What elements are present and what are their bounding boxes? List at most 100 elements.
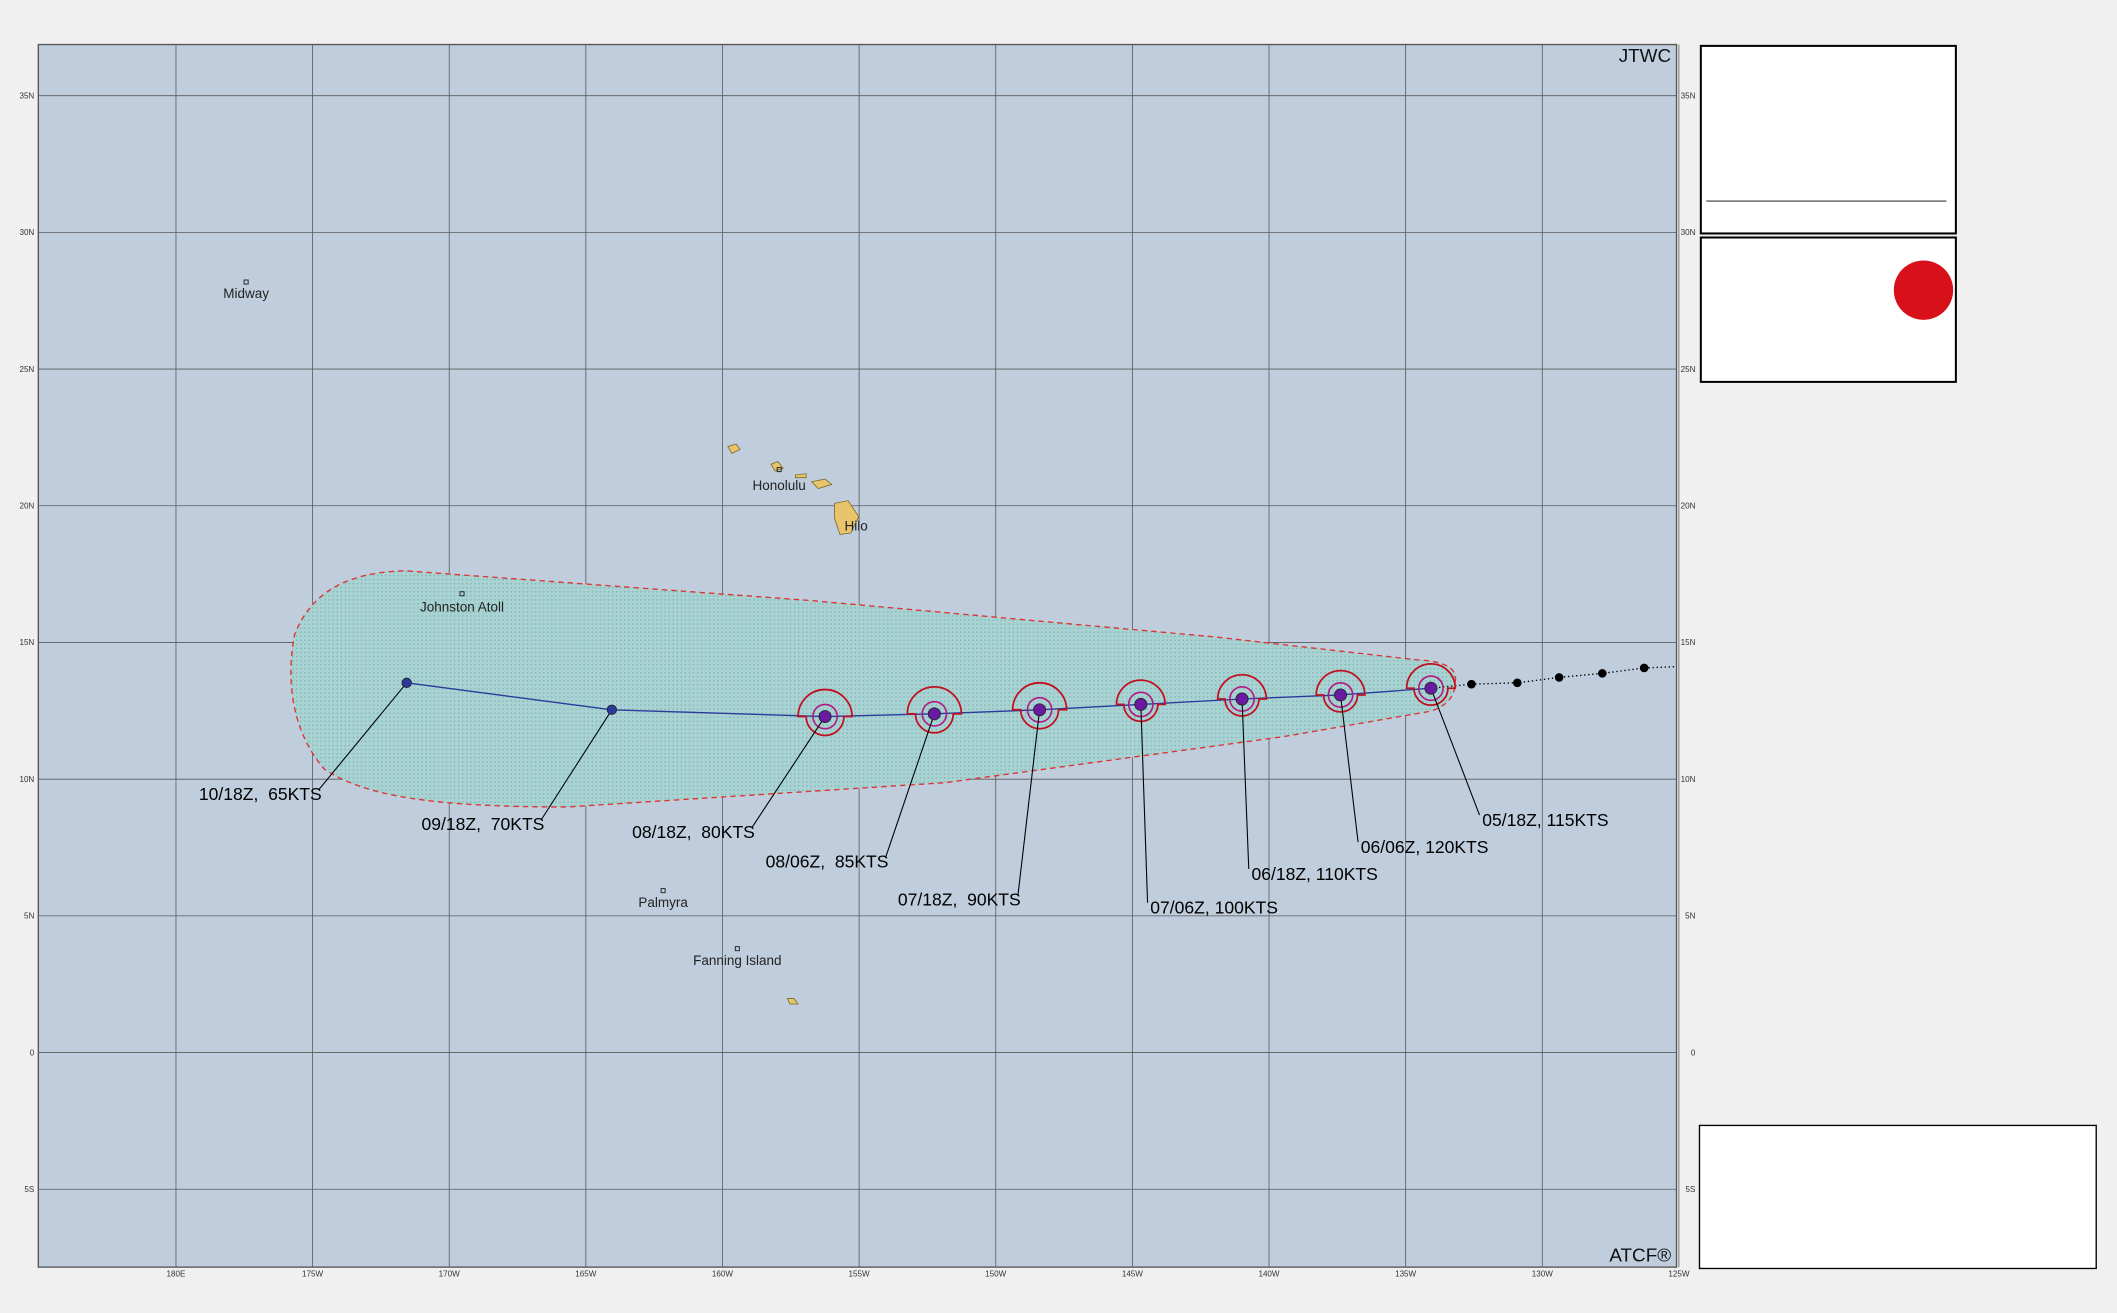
forecast-position — [1424, 681, 1438, 695]
system-label: ATCF® — [1609, 1246, 1671, 1267]
wind-radius-34 — [1216, 673, 1268, 717]
lat-label: 30N — [19, 228, 34, 237]
lat-label: 30N — [1681, 228, 1696, 237]
wind-radius-34 — [1115, 679, 1166, 723]
forecast-label: 10/18Z, 65KTS — [199, 784, 322, 804]
lon-label: 160W — [712, 1270, 733, 1279]
lat-label: 35N — [19, 91, 34, 100]
warning-box — [1699, 44, 1957, 235]
lat-label: 5N — [24, 912, 34, 921]
forecast-position — [606, 704, 617, 715]
islands — [727, 443, 860, 1005]
place-label: Honolulu — [753, 478, 806, 493]
forecast-position — [1235, 692, 1249, 706]
wind-radius-50 — [812, 703, 839, 730]
lon-label: 140W — [1258, 1270, 1279, 1279]
lat-label: 15N — [1681, 638, 1696, 647]
danger-area — [290, 570, 1457, 808]
lon-label: 155W — [849, 1270, 870, 1279]
lon-label: 130W — [1532, 1270, 1553, 1279]
leader-line — [1140, 704, 1149, 903]
island — [727, 443, 741, 454]
forecast-position — [1033, 703, 1047, 717]
lat-label: 5S — [1686, 1185, 1696, 1194]
lat-label: 10N — [19, 775, 34, 784]
place-label: Johnston Atoll — [420, 599, 504, 614]
leader-line — [1430, 688, 1481, 816]
past-position — [1512, 678, 1522, 688]
forecast-position — [1134, 697, 1148, 711]
leader-line — [1339, 694, 1359, 843]
lat-label: 35N — [1681, 91, 1696, 100]
forecast-label: 08/18Z, 80KTS — [632, 822, 755, 842]
place-marker — [734, 946, 740, 952]
forecast-label: 09/18Z, 70KTS — [422, 814, 545, 834]
island — [794, 473, 807, 479]
leader-line — [751, 716, 826, 828]
lon-label: 175W — [302, 1270, 323, 1279]
wind-radius-34 — [906, 685, 963, 734]
forecast-label: 05/18Z, 115KTS — [1482, 810, 1608, 830]
lat-label: 25N — [1681, 365, 1696, 374]
forecast-label: 07/18Z, 90KTS — [898, 889, 1021, 909]
place-marker — [243, 279, 249, 285]
lat-label: 10N — [1681, 775, 1696, 784]
place-label: Palmyra — [638, 895, 688, 910]
lat-label: 20N — [19, 501, 34, 510]
wind-radius-34 — [1315, 669, 1366, 713]
lon-label: 180E — [167, 1270, 186, 1279]
wind-radius-34 — [1405, 663, 1457, 707]
forecast-label: 07/06Z, 100KTS — [1150, 898, 1278, 918]
disclaimer-box — [1698, 1124, 2097, 1270]
agency: JTWC — [1619, 46, 1671, 67]
lat-label: 5N — [1685, 912, 1695, 921]
place-marker — [459, 591, 465, 597]
lat-label: 0 — [1691, 1048, 1696, 1057]
lon-label: 125W — [1668, 1270, 1689, 1279]
place-marker — [776, 467, 782, 473]
leader-line — [885, 713, 935, 858]
lat-label: 5S — [24, 1185, 34, 1194]
lon-label: 150W — [985, 1270, 1006, 1279]
place-label: Fanning Island — [693, 953, 781, 968]
lat-label: 25N — [19, 365, 34, 374]
island — [770, 461, 784, 472]
forecast-position — [401, 677, 412, 688]
wind-radius-34 — [1011, 681, 1068, 730]
past-position — [1554, 673, 1564, 682]
place-label: Hilo — [844, 518, 867, 533]
past-position — [1598, 669, 1607, 678]
island — [786, 998, 799, 1005]
island — [834, 500, 860, 535]
forecast-position — [927, 707, 941, 721]
island — [810, 478, 833, 489]
wind-radius-34 — [797, 688, 853, 737]
place-label: Midway — [223, 286, 269, 301]
forecast-label: 06/06Z, 120KTS — [1361, 837, 1489, 857]
lon-label: 170W — [439, 1270, 460, 1279]
lon-label: 135W — [1395, 1270, 1416, 1279]
wind-radius-50 — [1327, 682, 1354, 708]
lon-label: 165W — [575, 1270, 596, 1279]
forecast-position — [1334, 688, 1348, 702]
forecast-position — [818, 710, 832, 724]
lon-label: 145W — [1122, 1270, 1143, 1279]
past-position — [1467, 679, 1476, 689]
leader-line — [1017, 709, 1041, 895]
past-position — [1639, 663, 1649, 673]
forecast-label: 08/06Z, 85KTS — [766, 852, 889, 872]
lat-label: 15N — [19, 638, 34, 647]
wind-radius-50 — [921, 700, 948, 727]
forecast-label: 06/18Z, 110KTS — [1251, 864, 1377, 884]
wind-radius-50 — [1026, 696, 1053, 723]
lat-label: 20N — [1681, 501, 1696, 510]
leader-line — [541, 709, 613, 820]
wind-radius-50 — [1417, 675, 1444, 702]
leader-line — [318, 682, 408, 790]
logo — [1893, 260, 1954, 320]
leader-line — [1241, 698, 1250, 870]
lat-label: 0 — [30, 1048, 35, 1057]
grid: 35N 35N 30N 30N 25N 25N 20N 20N 15N 15N 10N 10N 5N 5N… — [19, 44, 1696, 1279]
